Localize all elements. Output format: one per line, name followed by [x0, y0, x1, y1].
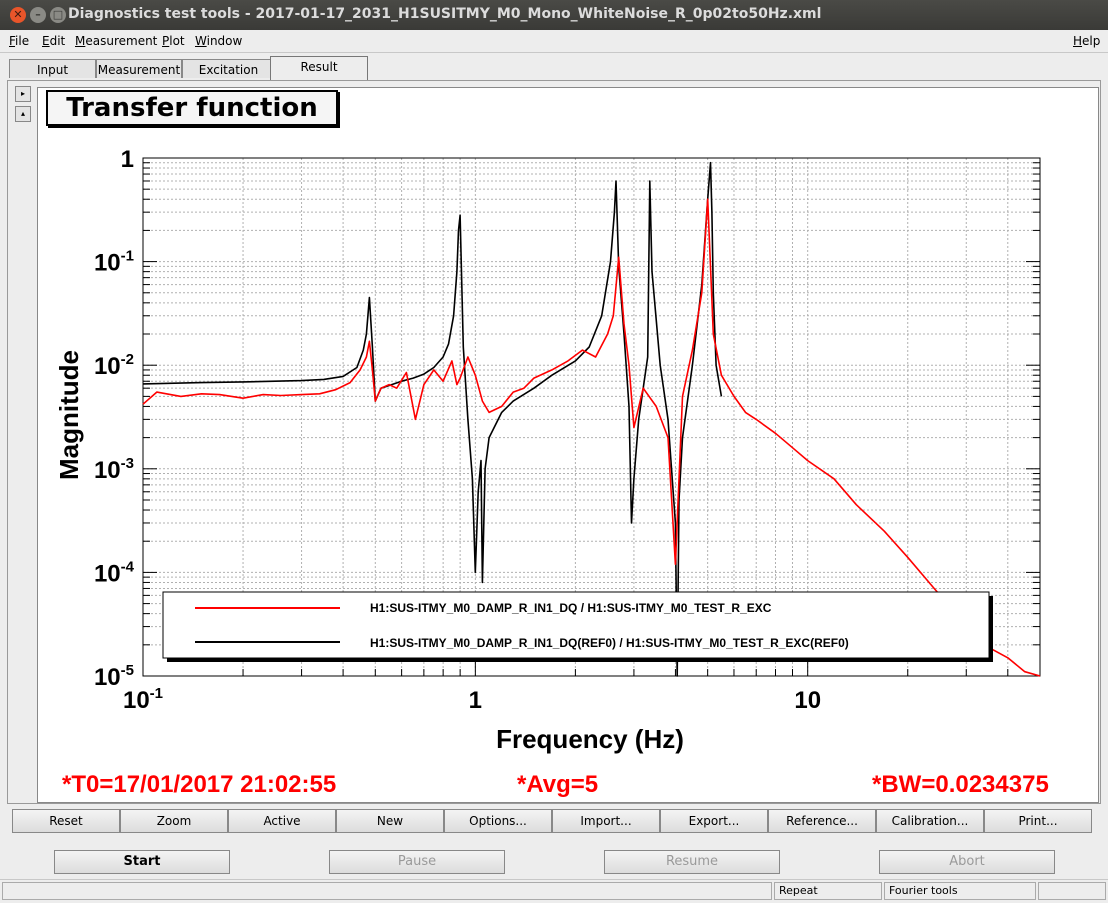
y-tick-label: 10-4 [94, 558, 135, 587]
zoom-button[interactable]: Zoom [120, 809, 228, 833]
options-button[interactable]: Options... [444, 809, 552, 833]
menu-help[interactable]: Help [1073, 34, 1101, 48]
y-tick-label: 1 [121, 146, 134, 173]
x-tick-label: 10-1 [123, 685, 163, 714]
avg-status: *Avg=5 [517, 771, 599, 798]
status-cell-end [1038, 882, 1106, 900]
menu-measurement[interactable]: Measurement [75, 34, 158, 48]
pause-button[interactable]: Pause [329, 850, 505, 874]
maximize-window-icon[interactable]: □ [50, 7, 66, 23]
y-axis-label: Magnitude [54, 350, 84, 480]
y-tick-label: 10-2 [94, 351, 134, 380]
import-button[interactable]: Import... [552, 809, 660, 833]
export-button[interactable]: Export... [660, 809, 768, 833]
y-tick-label: 10-3 [94, 455, 134, 484]
status-tools: Fourier tools [884, 882, 1036, 900]
y-tick-label: 10-5 [94, 662, 134, 691]
plot-area-frame [142, 157, 1041, 677]
menu-window[interactable]: Window [195, 34, 243, 48]
status-repeat: Repeat [774, 882, 882, 900]
tab-measurement[interactable]: Measurement [96, 59, 182, 78]
start-button[interactable]: Start [54, 850, 230, 874]
tab-result[interactable]: Result [270, 56, 368, 80]
x-axis-label: Frequency (Hz) [496, 724, 684, 754]
new-button[interactable]: New [336, 809, 444, 833]
scroll-right-icon[interactable]: ▸ [15, 86, 31, 102]
abort-button[interactable]: Abort [879, 850, 1055, 874]
window-title: Diagnostics test tools - 2017-01-17_2031… [68, 6, 822, 22]
menu-edit[interactable]: Edit [42, 34, 66, 48]
bw-status: *BW=0.0234375 [872, 771, 1049, 798]
plot-pane[interactable] [37, 87, 1099, 803]
tab-input[interactable]: Input [9, 59, 96, 78]
active-button[interactable]: Active [228, 809, 336, 833]
legend: H1:SUS-ITMY_M0_DAMP_R_IN1_DQ / H1:SUS-IT… [162, 591, 993, 662]
minimize-window-icon[interactable]: – [30, 7, 46, 23]
t0-status: *T0=17/01/2017 21:02:55 [62, 771, 337, 798]
tab-excitation[interactable]: Excitation [182, 59, 275, 78]
x-tick-label: 1 [469, 687, 482, 714]
x-tick-label: 10 [794, 687, 821, 714]
print-button[interactable]: Print... [984, 809, 1092, 833]
status-bar: Repeat Fourier tools [0, 879, 1108, 903]
series-line-1 [142, 198, 1041, 677]
menu-file[interactable]: File [9, 34, 30, 48]
legend-label-series-2: H1:SUS-ITMY_M0_DAMP_R_IN1_DQ(REF0) / H1:… [370, 636, 849, 650]
close-window-icon[interactable]: ✕ [10, 7, 26, 23]
y-tick-label: 10-1 [94, 248, 134, 277]
menubar: File Edit Measurement Plot Window Help [0, 30, 1108, 53]
plot-title-box: Transfer function [46, 90, 338, 126]
menu-plot[interactable]: Plot [162, 34, 185, 48]
legend-label-series-1: H1:SUS-ITMY_M0_DAMP_R_IN1_DQ / H1:SUS-IT… [370, 601, 772, 615]
window-titlebar: ✕ – □ Diagnostics test tools - 2017-01-1… [0, 0, 1108, 30]
status-cell-empty [2, 882, 772, 900]
series-line-2 [142, 161, 723, 677]
resume-button[interactable]: Resume [604, 850, 780, 874]
reset-button[interactable]: Reset [12, 809, 120, 833]
plot-title: Transfer function [66, 93, 318, 123]
reference-button[interactable]: Reference... [768, 809, 876, 833]
calibration-button[interactable]: Calibration... [876, 809, 984, 833]
scroll-up-icon[interactable]: ▴ [15, 106, 31, 122]
